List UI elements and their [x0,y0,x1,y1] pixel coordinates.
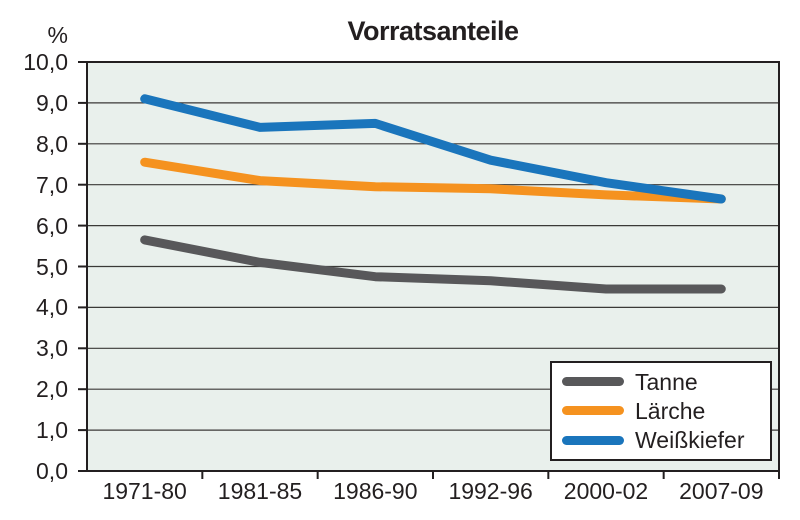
y-axis-unit-label: % [47,22,68,48]
series-line-lärche [140,157,726,204]
y-tick-label: 8,0 [36,130,68,157]
legend: Tanne Lärche Weißkiefer [550,361,772,461]
legend-label: Weißkiefer [635,427,745,454]
x-tick-label: 1992-96 [448,478,533,504]
y-tick-label: 6,0 [36,212,68,239]
x-tick-label: 1986-90 [333,478,418,504]
legend-item-tanne: Tanne [552,369,770,395]
plot-border [86,61,780,472]
y-tick-label: 10,0 [23,49,68,75]
legend-swatch [562,377,624,387]
x-tick-label: 1971-80 [102,478,187,504]
series-line-weißkiefer [140,94,726,204]
legend-item-lärche: Lärche [552,398,770,424]
legend-label: Tanne [635,368,698,395]
y-tick-label: 3,0 [36,335,68,362]
legend-swatch [562,435,624,445]
y-tick-label: 0,0 [36,458,68,484]
x-tick-label: 2007-09 [679,478,764,504]
y-tick-label: 2,0 [36,376,68,403]
chart-title: Vorratsanteile [347,16,519,46]
series-line-tanne [140,235,726,294]
y-tick-label: 4,0 [36,294,68,321]
y-tick-label: 5,0 [36,253,68,280]
legend-swatch [562,406,624,416]
y-tick-label: 7,0 [36,171,68,198]
y-tick-label: 9,0 [36,89,68,116]
x-tick-label: 2000-02 [563,478,649,504]
x-tick-label: 1981-85 [217,478,303,504]
legend-label: Lärche [635,397,706,424]
legend-item-weißkiefer: Weißkiefer [552,427,770,453]
y-tick-label: 1,0 [36,417,68,444]
